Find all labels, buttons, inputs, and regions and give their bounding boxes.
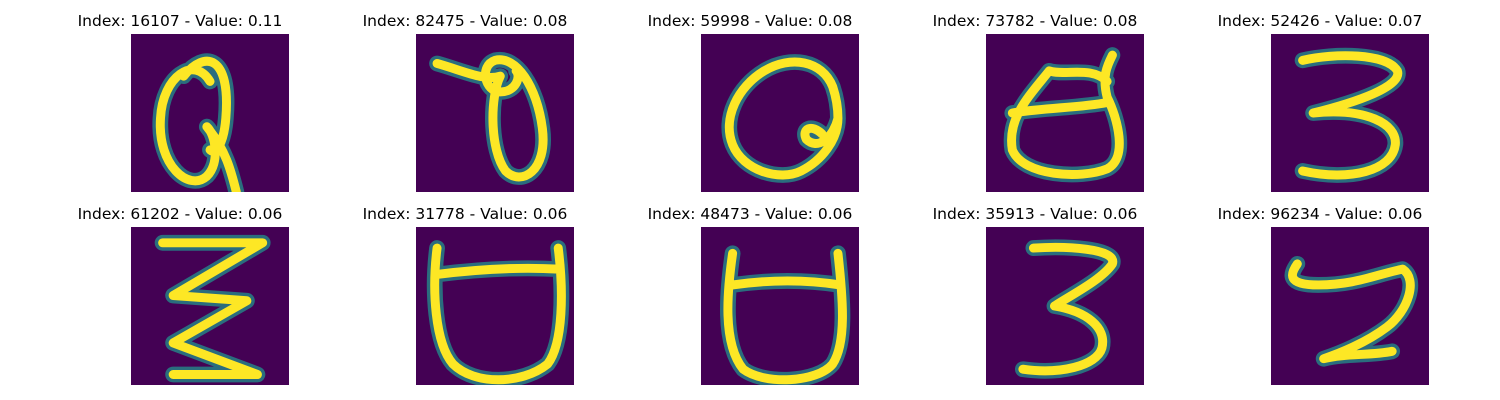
glyph-image [416,227,574,385]
panel-6: Index: 61202 - Value: 0.06 [30,193,330,385]
panel-5: Index: 52426 - Value: 0.07 [1170,0,1470,192]
panel-8: Index: 48473 - Value: 0.06 [600,193,900,385]
panel-title: Index: 35913 - Value: 0.06 [932,205,1138,223]
panel-4: Index: 73782 - Value: 0.08 [885,0,1185,192]
panel-title: Index: 16107 - Value: 0.11 [77,12,283,30]
panel-title: Index: 52426 - Value: 0.07 [1217,12,1423,30]
glyph-image [131,34,289,192]
glyph-image [701,34,859,192]
panel-title: Index: 73782 - Value: 0.08 [932,12,1138,30]
panel-title: Index: 96234 - Value: 0.06 [1217,205,1423,223]
panel-title: Index: 82475 - Value: 0.08 [362,12,568,30]
panel-title: Index: 48473 - Value: 0.06 [647,205,853,223]
glyph-image [1271,227,1429,385]
panel-2: Index: 82475 - Value: 0.08 [315,0,615,192]
panel-10: Index: 96234 - Value: 0.06 [1170,193,1470,385]
panel-3: Index: 59998 - Value: 0.08 [600,0,900,192]
panel-title: Index: 61202 - Value: 0.06 [77,205,283,223]
glyph-image [131,227,289,385]
panel-7: Index: 31778 - Value: 0.06 [315,193,615,385]
glyph-image [986,34,1144,192]
glyph-image [701,227,859,385]
glyph-image [416,34,574,192]
glyph-image [1271,34,1429,192]
glyph-image [986,227,1144,385]
panel-9: Index: 35913 - Value: 0.06 [885,193,1185,385]
panel-1: Index: 16107 - Value: 0.11 [30,0,330,192]
panel-title: Index: 59998 - Value: 0.08 [647,12,853,30]
panel-title: Index: 31778 - Value: 0.06 [362,205,568,223]
